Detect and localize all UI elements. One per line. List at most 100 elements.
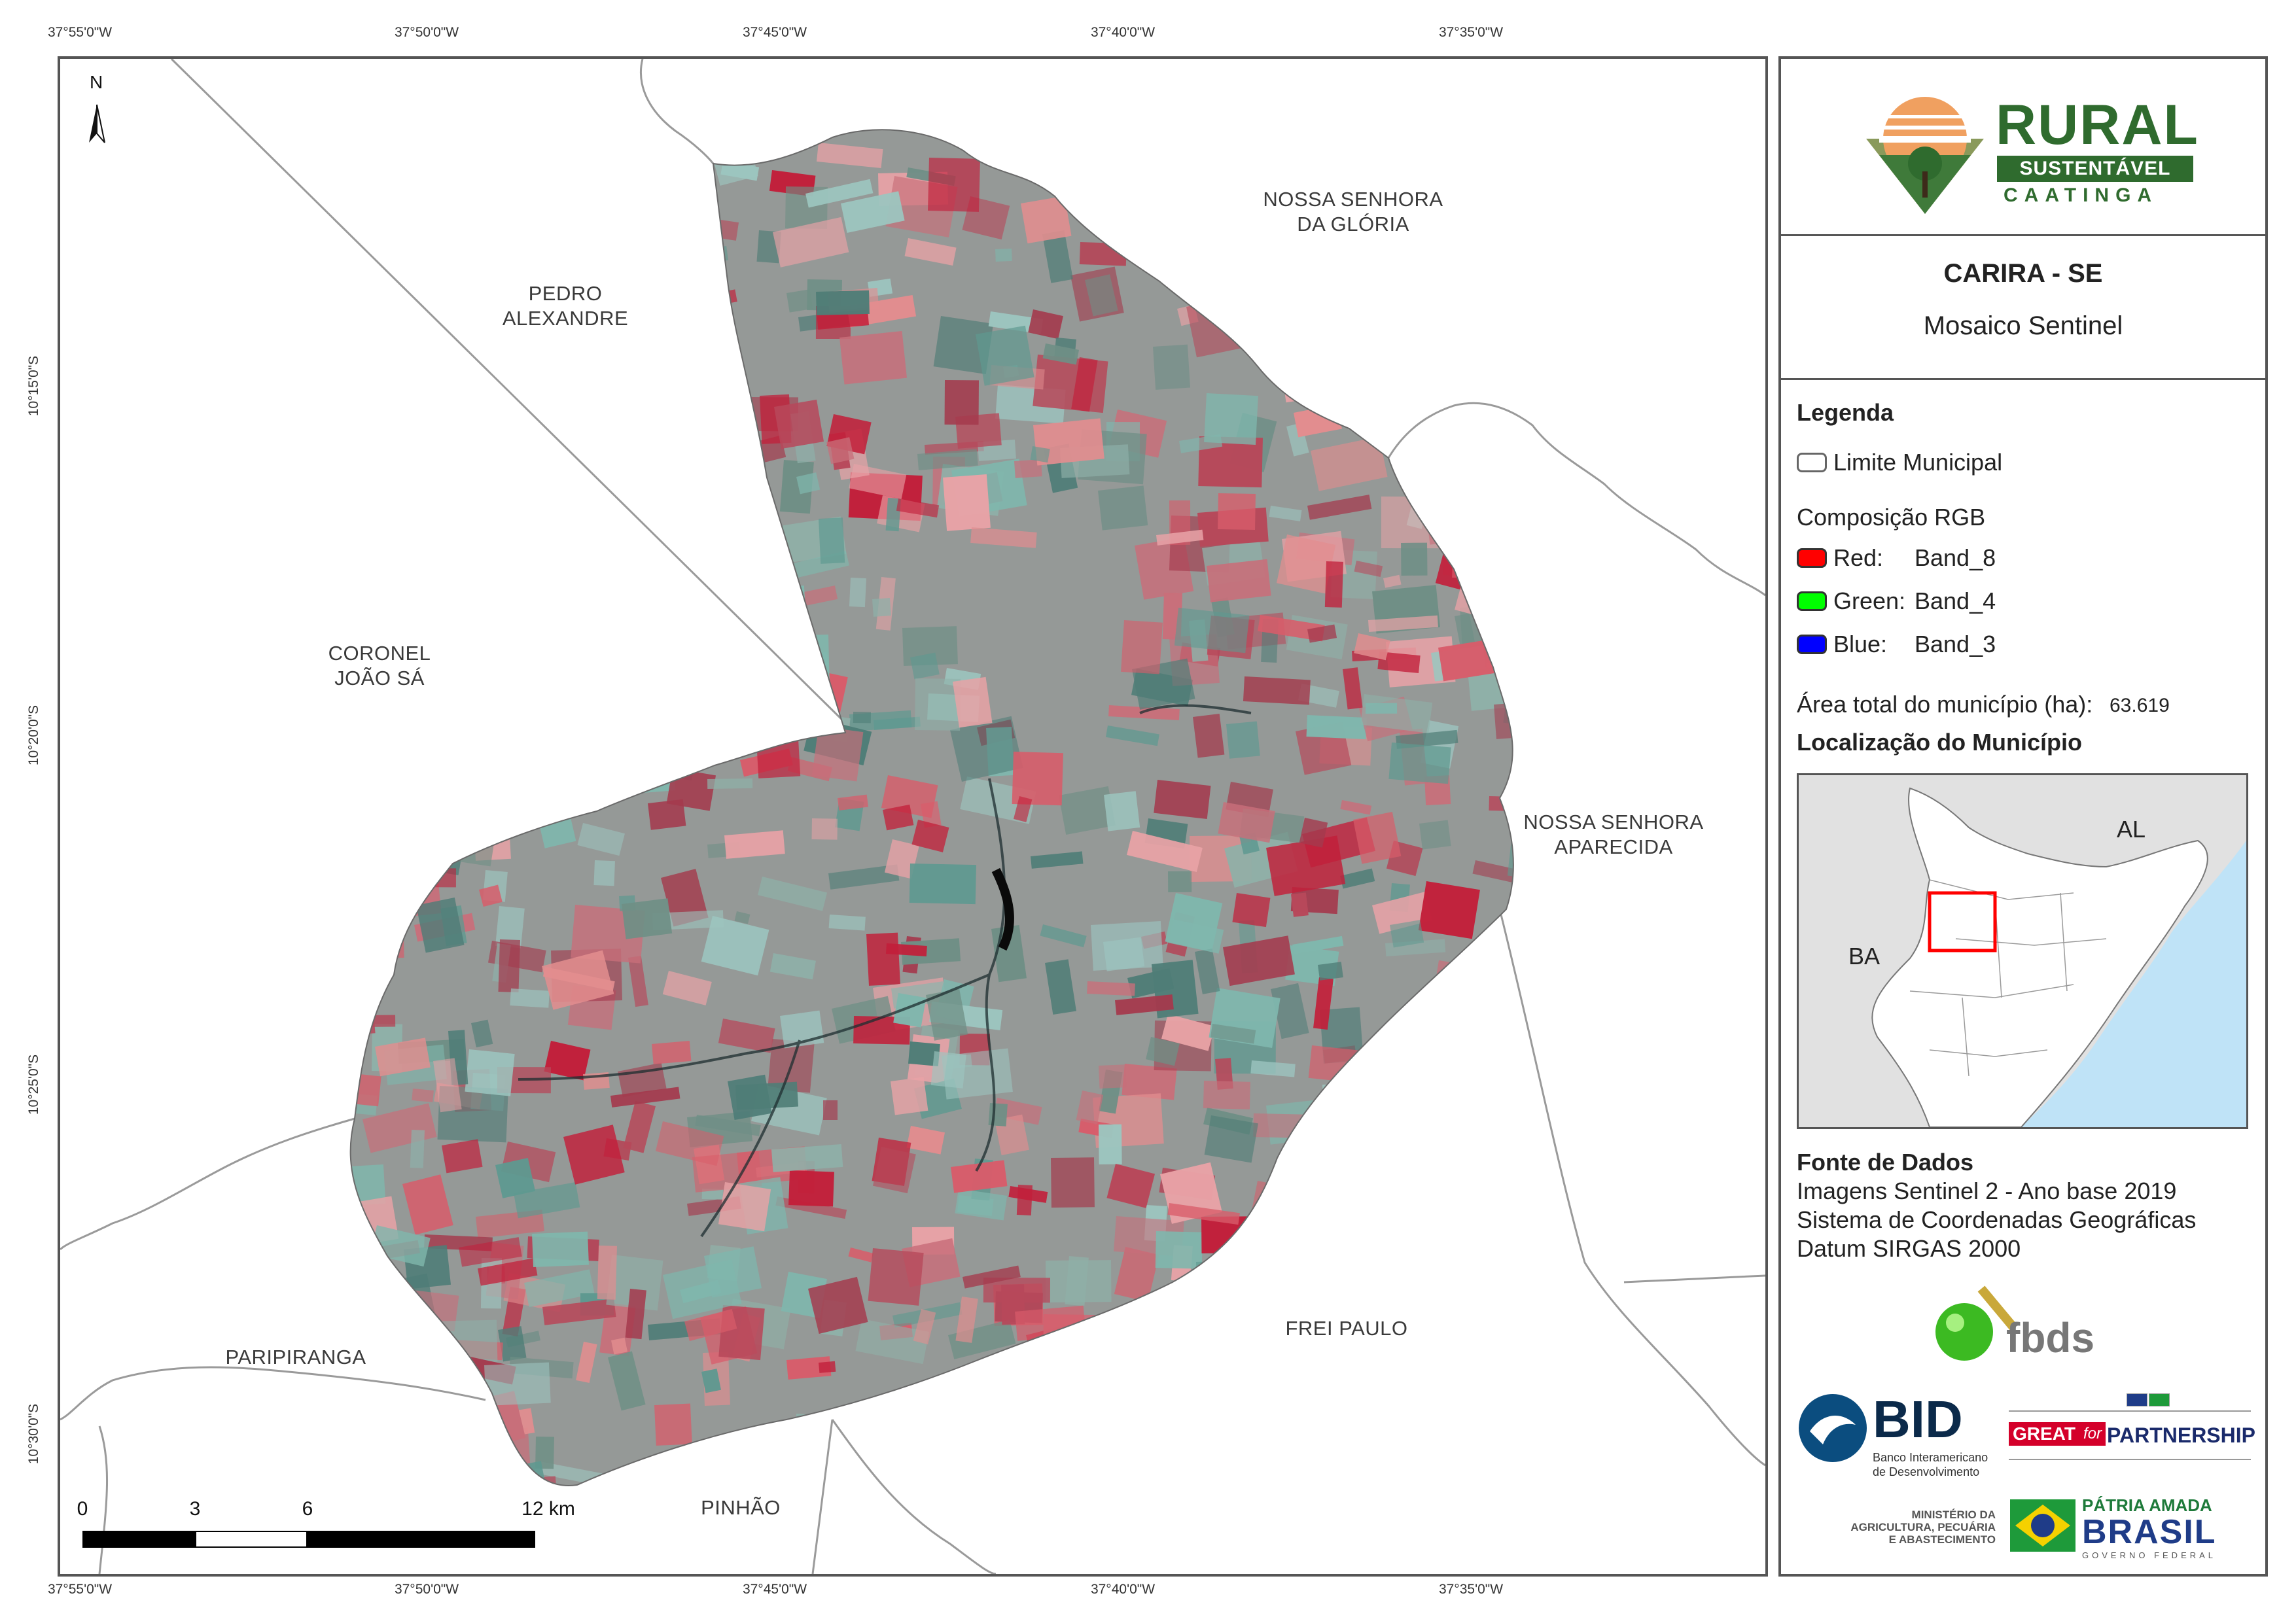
mosaic-field-patch	[1251, 1181, 1318, 1225]
mosaic-field-patch	[552, 455, 576, 481]
mosaic-field-patch	[488, 145, 516, 180]
mosaic-field-patch	[823, 1100, 838, 1120]
mosaic-field-patch	[1398, 1353, 1445, 1403]
mosaic-field-patch	[475, 1210, 544, 1238]
mosaic-field-patch	[573, 733, 636, 780]
rural-logo-emblem-icon	[1866, 97, 1984, 214]
mosaic-field-patch	[625, 1288, 646, 1340]
mosaic-field-patch	[1475, 1115, 1508, 1130]
mosaic-field-patch	[1215, 1333, 1249, 1346]
mosaic-field-patch	[1539, 901, 1604, 930]
legend-red-channel: Red:	[1833, 544, 1884, 571]
mosaic-field-patch	[1040, 924, 1087, 948]
mosaic-field-patch	[1003, 1474, 1058, 1486]
mosaic-field-patch	[1354, 560, 1383, 577]
mosaic-field-patch	[1449, 1238, 1513, 1298]
map-canvas[interactable]	[60, 59, 1765, 1574]
map-frame[interactable]: N PEDRO ALEXANDRE NOSSA SENHORA DA GLÓRI…	[58, 56, 1768, 1577]
mosaic-field-patch	[575, 602, 647, 639]
mosaic-field-patch	[1168, 871, 1192, 892]
mosaic-field-patch	[1186, 294, 1258, 358]
mosaic-field-patch	[586, 688, 643, 749]
mosaic-field-patch	[588, 667, 646, 704]
mosaic-field-patch	[542, 626, 612, 661]
legend-boundary-swatch	[1797, 453, 1827, 472]
mosaic-field-patch	[1184, 154, 1209, 197]
mosaic-field-patch	[542, 1299, 616, 1325]
mosaic-field-patch	[608, 1351, 646, 1411]
mosaic-field-patch	[1097, 188, 1123, 203]
mosaic-field-patch	[1227, 1318, 1292, 1368]
mosaic-field-patch	[1471, 1140, 1491, 1186]
mosaic-field-patch	[1438, 639, 1498, 682]
bid-caption-2: de Desenvolvimento	[1873, 1465, 1980, 1478]
mosaic-field-patch	[619, 689, 680, 736]
mosaic-field-patch	[1431, 1211, 1472, 1232]
mosaic-field-patch	[1469, 282, 1513, 317]
mosaic-field-patch	[1458, 451, 1513, 496]
mosaic-field-patch	[943, 1455, 992, 1486]
legend-boundary-label: Limite Municipal	[1833, 449, 2003, 476]
mosaic-field-patch	[1464, 311, 1513, 358]
mosaic-field-patch	[672, 499, 744, 546]
mosaic-field-patch	[902, 626, 958, 666]
rural-logo-subtitle: SUSTENTÁVEL	[1997, 156, 2193, 182]
mosaic-field-patch	[1085, 274, 1118, 317]
ministerio-line-3: E ABASTECIMENTO	[1888, 1533, 1996, 1546]
mosaic-field-patch	[671, 289, 737, 314]
coord-top-5: 37°35'0"W	[1438, 25, 1504, 40]
mosaic-field-patch	[1475, 1374, 1513, 1403]
mosaic-field-patch	[1432, 366, 1479, 391]
mosaic-field-patch	[371, 567, 404, 616]
mosaic-field-patch	[1474, 954, 1489, 974]
fbds-emblem-icon	[1935, 1285, 2018, 1361]
mosaic-field-patch	[1115, 994, 1174, 1015]
mosaic-field-patch	[1458, 400, 1495, 451]
mosaic-field-patch	[1228, 236, 1282, 270]
mosaic-field-patch	[1424, 1266, 1466, 1291]
mosaic-field-patch	[1367, 1352, 1424, 1398]
mosaic-field-patch	[1522, 344, 1580, 390]
mosaic-field-patch	[828, 864, 900, 890]
mosaic-field-patch	[1500, 1132, 1513, 1172]
mosaic-field-patch	[1423, 1195, 1443, 1241]
mosaic-field-patch	[1383, 574, 1402, 588]
mosaic-field-patch	[758, 877, 828, 911]
great-partnership-logo: GREAT for PARTNERSHIP	[2009, 1393, 2257, 1465]
mosaic-field-patch	[1201, 144, 1238, 181]
mosaic-field-patch	[1061, 1409, 1096, 1454]
mosaic-field-patch	[808, 1276, 868, 1335]
area-label: Área total do município (ha):	[1797, 691, 2093, 718]
label-nossa-senhora-aparecida-line1: NOSSA SENHORA	[1523, 811, 1704, 833]
mosaic-field-patch	[563, 1125, 625, 1185]
mosaic-field-patch	[376, 695, 415, 721]
mosaic-field-patch	[1013, 1346, 1044, 1369]
mosaic-field-patch	[904, 237, 957, 266]
mosaic-field-patch	[762, 673, 811, 694]
mosaic-field-patch	[1383, 1380, 1420, 1405]
mosaic-field-patch	[1510, 1107, 1513, 1147]
mosaic-field-patch	[405, 581, 451, 622]
mosaic-field-patch	[1155, 1231, 1203, 1269]
mosaic-field-patch	[970, 527, 1037, 548]
mosaic-field-patch	[1099, 1064, 1127, 1089]
mosaic-field-patch	[662, 970, 712, 1005]
mosaic-field-patch	[579, 598, 648, 631]
mosaic-field-patch	[442, 1139, 483, 1174]
mosaic-field-patch	[467, 507, 499, 539]
mosaic-field-patch	[1168, 1388, 1220, 1440]
mosaic-field-patch	[883, 804, 914, 831]
mosaic-field-patch	[1223, 1303, 1285, 1323]
mosaic-field-patch	[801, 585, 838, 606]
inset-label-al: AL	[2117, 816, 2146, 843]
location-inset-map[interactable]: AL BA	[1797, 773, 2248, 1129]
mosaic-field-patch	[1470, 148, 1513, 194]
mosaic-field-patch	[855, 1319, 930, 1365]
mosaic-field-patch	[1212, 247, 1288, 290]
mosaic-field-patch	[1065, 1255, 1089, 1306]
mosaic-field-patch	[562, 744, 612, 758]
coord-bottom-4: 37°40'0"W	[1090, 1582, 1156, 1597]
legend-red-band: Band_8	[1915, 544, 1996, 571]
mosaic-field-patch	[771, 1143, 843, 1172]
mosaic-field-patch	[1439, 998, 1484, 1040]
